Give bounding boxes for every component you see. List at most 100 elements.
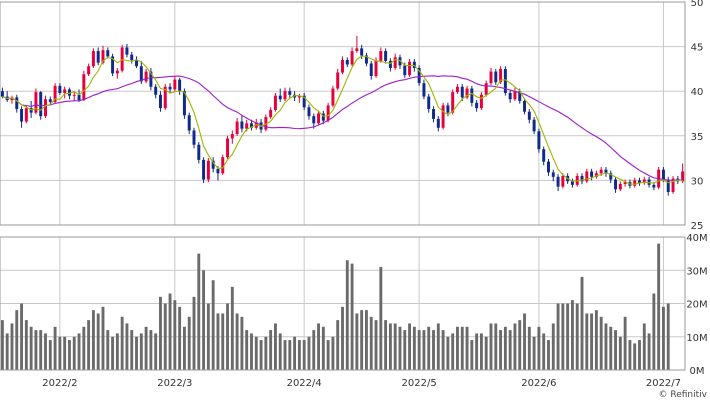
volume-bar	[446, 336, 450, 370]
volume-bar	[403, 330, 407, 370]
candle-body	[317, 113, 321, 124]
candlestick	[307, 104, 311, 120]
candle-body	[130, 54, 134, 60]
volume-bar	[321, 326, 325, 370]
candle-body	[235, 121, 239, 135]
volume-bar	[264, 336, 268, 370]
volume-bar	[63, 336, 67, 370]
volume-bar	[39, 330, 43, 370]
volume-bar	[518, 320, 522, 370]
volume-bar	[331, 336, 335, 370]
volume-bar	[149, 330, 153, 370]
volume-bar	[44, 333, 47, 370]
volume-bar	[398, 326, 402, 370]
volume-bar	[585, 313, 589, 370]
candlestick	[250, 119, 253, 131]
volume-bar	[475, 333, 479, 370]
candlestick	[235, 117, 239, 136]
candle-body	[360, 48, 364, 56]
candle-body	[614, 179, 618, 190]
candlestick	[422, 79, 426, 100]
candlestick	[77, 89, 81, 102]
candlestick	[111, 53, 115, 77]
volume-bar	[551, 323, 555, 370]
volume-bar	[111, 336, 115, 370]
volume-bar	[388, 323, 392, 370]
candlestick	[192, 127, 196, 149]
candlestick	[87, 63, 91, 77]
candle-body	[446, 105, 450, 113]
volume-bar	[29, 326, 33, 370]
candle-body	[197, 144, 201, 160]
volume-bar	[638, 340, 641, 370]
candle-body	[125, 47, 129, 55]
candle-body	[158, 94, 162, 109]
candlestick	[106, 47, 110, 59]
volume-bar	[202, 270, 206, 370]
candle-body	[379, 51, 383, 61]
candle-body	[451, 92, 455, 113]
candlestick	[455, 84, 459, 94]
candlestick	[479, 92, 483, 110]
volume-bar	[547, 340, 550, 370]
price-tick-label: 40	[691, 87, 704, 98]
candle-body	[135, 59, 139, 67]
volume-bar	[235, 313, 239, 370]
candlestick	[163, 84, 167, 110]
volume-bar	[379, 266, 383, 370]
candlestick-series	[0, 35, 685, 196]
candle-body	[269, 109, 273, 118]
candle-body	[336, 72, 340, 89]
volume-bar	[20, 303, 23, 370]
candlestick	[288, 87, 292, 99]
candle-body	[364, 55, 368, 64]
month-tick-label: 2022/4	[287, 378, 322, 389]
month-tick-label: 2022/6	[521, 378, 556, 389]
candlestick	[681, 163, 685, 184]
candlestick	[441, 102, 445, 130]
candle-body	[111, 56, 115, 74]
volume-bar	[470, 340, 474, 370]
volume-bar	[666, 303, 670, 370]
volume-bar	[250, 333, 253, 370]
candle-body	[154, 86, 158, 95]
candlestick	[542, 146, 546, 166]
candle-body	[671, 178, 675, 192]
volume-bar	[159, 296, 162, 370]
candlestick	[503, 66, 507, 96]
volume-bar	[479, 333, 483, 370]
candlestick	[321, 110, 325, 125]
volume-tick-label: 40M	[686, 233, 707, 244]
candle-body	[302, 95, 306, 108]
volume-bar	[302, 340, 306, 370]
volume-bar	[494, 323, 498, 370]
volume-bar	[513, 323, 517, 370]
volume-bar	[618, 336, 622, 370]
candle-body	[408, 61, 412, 76]
candle-body	[44, 99, 47, 117]
volume-bar	[341, 306, 344, 370]
volume-bar	[120, 316, 124, 370]
volume-bar	[633, 343, 637, 370]
candle-body	[139, 66, 143, 82]
volume-bar	[115, 333, 119, 370]
volume-bar	[226, 303, 229, 370]
volume-bar	[503, 326, 507, 370]
candle-body	[77, 94, 81, 101]
candlestick	[178, 77, 182, 95]
candlestick	[513, 87, 517, 102]
volume-bar	[192, 296, 196, 370]
candle-body	[484, 83, 488, 95]
volume-tick-label: 0M	[690, 366, 705, 377]
candle-body	[283, 91, 287, 100]
volume-bar	[87, 320, 91, 370]
candle-body	[24, 108, 28, 122]
candle-body	[551, 172, 555, 177]
volume-bar	[106, 330, 110, 370]
date-axis-labels: 2022/2 2022/3 2022/4 2022/5 2022/6 2022/7	[42, 378, 681, 389]
volume-bar	[326, 340, 330, 370]
volume-bar	[135, 336, 138, 370]
volume-bar	[312, 330, 316, 370]
volume-bar	[527, 326, 531, 370]
candlestick	[278, 88, 282, 102]
